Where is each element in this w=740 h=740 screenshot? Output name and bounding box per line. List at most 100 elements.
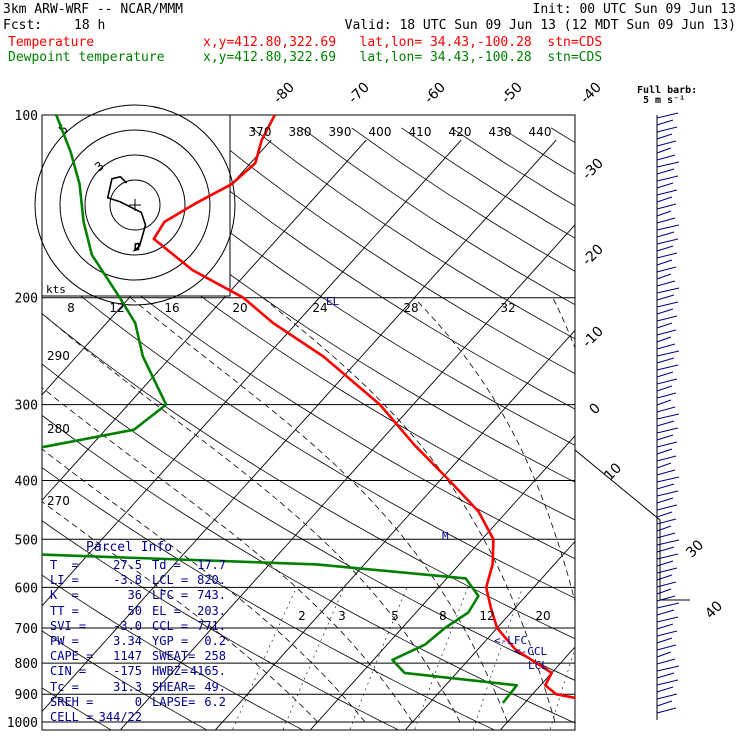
isotherm-line: [214, 329, 575, 730]
pressure-tick-label: 600: [15, 581, 38, 596]
wind-barb: [656, 273, 672, 280]
pressure-tick-label: 300: [15, 399, 38, 414]
isotherm-tick-label: -80: [270, 79, 297, 106]
forecast-label: Fcst:: [3, 18, 43, 33]
dry-adiabat-line: [42, 263, 575, 599]
wind-barb: [656, 616, 679, 623]
lcl-marker: LCL: [528, 659, 548, 672]
dry-adiabat-line: [201, 127, 575, 375]
isotherm-tick-label: 40: [702, 598, 726, 622]
wind-barb: [656, 119, 674, 126]
mixing-ratio-tick-label: 8: [439, 609, 447, 623]
parcel-info-title: Parcel Info: [86, 540, 173, 555]
pressure-tick-label: 800: [15, 657, 38, 672]
dry-adiabat-line: [42, 574, 304, 730]
parcel-row-cell: 0: [134, 694, 142, 709]
parcel-row-cell: -3.0: [113, 618, 142, 633]
parcel-row-cell: 49.: [204, 679, 226, 694]
series-line-dewpoint-temperature: [42, 115, 519, 704]
hodograph-trace: [106, 175, 147, 252]
wind-barb: [656, 588, 672, 595]
ccl-marker: <-CCL: [514, 645, 548, 658]
parcel-row-cell: CIN =: [50, 664, 87, 679]
pressure-tick-label: 900: [15, 688, 38, 703]
theta-tick-label: 400: [369, 125, 392, 139]
legend-dewpoint-name: Dewpoint temperature: [8, 50, 165, 65]
wind-barb: [656, 378, 678, 385]
theta-tick-label: 290: [47, 349, 70, 363]
wind-barb: [656, 210, 672, 217]
wind-barb: [656, 399, 672, 406]
wind-barb: [656, 637, 673, 644]
mixing-ratio-line: [232, 587, 297, 730]
parcel-row-cell: Td =: [152, 558, 181, 572]
mixing-ratio-line: [472, 587, 523, 730]
speed-tick-label: 28: [403, 301, 418, 315]
wind-barb: [656, 658, 676, 665]
isotherm-line: [309, 435, 575, 730]
wind-barb: [656, 392, 677, 399]
theta-tick-label: 270: [47, 494, 70, 508]
isotherm-tick-label: -70: [345, 79, 372, 106]
parcel-row-cell: 3.34: [113, 634, 142, 648]
mixing-ratio-tick-label: 2: [298, 609, 306, 623]
isotherm-tick-label: -60: [421, 79, 448, 106]
parcel-row-cell: CAPE =: [50, 649, 94, 664]
wind-barb: [656, 315, 678, 322]
parcel-row-cell: Tc =: [50, 679, 79, 694]
wind-barb: [656, 140, 677, 147]
wind-barb: [656, 693, 678, 700]
parcel-row-cell: -175: [113, 664, 142, 679]
wind-barb: [656, 196, 673, 203]
isotherm-line: [499, 646, 575, 730]
parcel-row-cell: -3.8: [113, 573, 142, 588]
wind-barb: [656, 574, 673, 581]
moist-adiabat-line: [42, 500, 318, 723]
forecast-hour: 18 h: [74, 18, 106, 33]
dry-adiabat-line: [102, 127, 575, 446]
pressure-tick-label: 100: [15, 109, 38, 124]
parcel-row-cell: 31.3: [113, 679, 142, 694]
parcel-row-cell: 6.2: [204, 694, 226, 709]
wind-barb: [656, 511, 673, 518]
wind-barb: [656, 189, 678, 196]
parcel-row-cell: TT =: [50, 603, 79, 618]
parcel-row-cell: LAPSE=: [152, 694, 196, 709]
wind-barb: [656, 420, 675, 427]
valid-time: Valid: 18 UTC Sun 09 Jun 13 (12 MDT Sun …: [344, 18, 736, 33]
isotherm-tick-label: -30: [579, 155, 606, 182]
isotherm-tick-label: 30: [683, 537, 707, 561]
wind-barb: [656, 161, 680, 168]
theta-tick-label: 280: [47, 422, 70, 436]
wind-barb: [656, 434, 674, 441]
parcel-row-cell: 771.: [197, 618, 226, 633]
wind-barb: [656, 259, 673, 266]
parcel-row-cell: EL =: [152, 603, 181, 618]
wind-barb: [656, 224, 680, 231]
wind-barb: [656, 609, 675, 616]
wind-barb: [656, 175, 679, 182]
wind-barb: [656, 336, 672, 343]
wind-barb: [656, 301, 679, 308]
wind-barb: [656, 364, 679, 371]
pressure-tick-label: 700: [15, 622, 38, 637]
pressure-tick-label: 500: [15, 533, 38, 548]
profile-series: [42, 115, 575, 704]
parcel-row-cell: SHEAR=: [152, 679, 196, 694]
legend-temperature-name: Temperature: [8, 35, 95, 50]
parcel-row-cell: 17.7: [197, 558, 226, 572]
wind-barb: [656, 147, 672, 154]
parcel-row-cell: SVI =: [50, 618, 87, 633]
parcel-row-cell: CELL =: [50, 710, 94, 724]
parcel-row-cell: HWBZ=: [152, 664, 189, 679]
wind-barb: [656, 525, 672, 532]
speed-tick-label: 16: [164, 301, 179, 315]
isotherm-tick-label: -20: [579, 241, 606, 268]
mixing-ratio-tick-label: 12: [479, 609, 494, 623]
theta-tick-label: 380: [289, 125, 312, 139]
parcel-row-cell: 820.: [197, 573, 226, 588]
wind-barb: [656, 707, 677, 714]
hodograph-ring: [109, 179, 161, 231]
wind-barb: [656, 560, 674, 567]
wind-barb: [656, 700, 673, 707]
